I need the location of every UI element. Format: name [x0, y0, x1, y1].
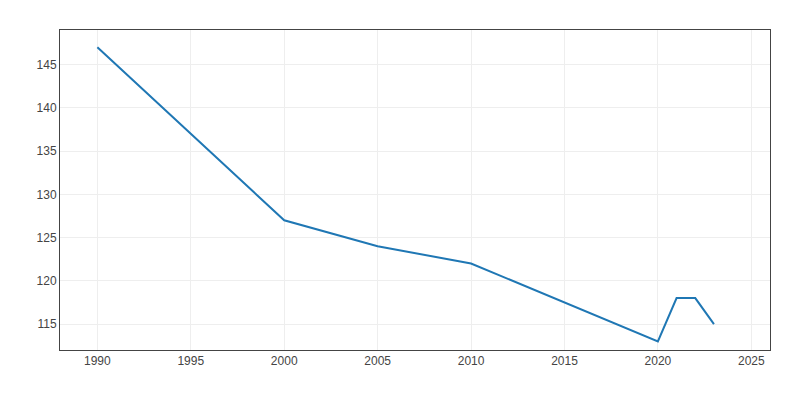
svg-text:2015: 2015 — [551, 354, 578, 368]
svg-text:2000: 2000 — [271, 354, 298, 368]
svg-text:130: 130 — [37, 188, 57, 202]
svg-text:145: 145 — [37, 58, 57, 72]
svg-text:2010: 2010 — [458, 354, 485, 368]
svg-text:1990: 1990 — [84, 354, 111, 368]
svg-text:140: 140 — [37, 101, 57, 115]
svg-text:2020: 2020 — [645, 354, 672, 368]
svg-text:1995: 1995 — [177, 354, 204, 368]
svg-text:2025: 2025 — [738, 354, 765, 368]
svg-text:120: 120 — [37, 274, 57, 288]
svg-text:2005: 2005 — [364, 354, 391, 368]
svg-text:125: 125 — [37, 231, 57, 245]
svg-text:115: 115 — [37, 317, 56, 331]
svg-text:135: 135 — [37, 144, 57, 158]
